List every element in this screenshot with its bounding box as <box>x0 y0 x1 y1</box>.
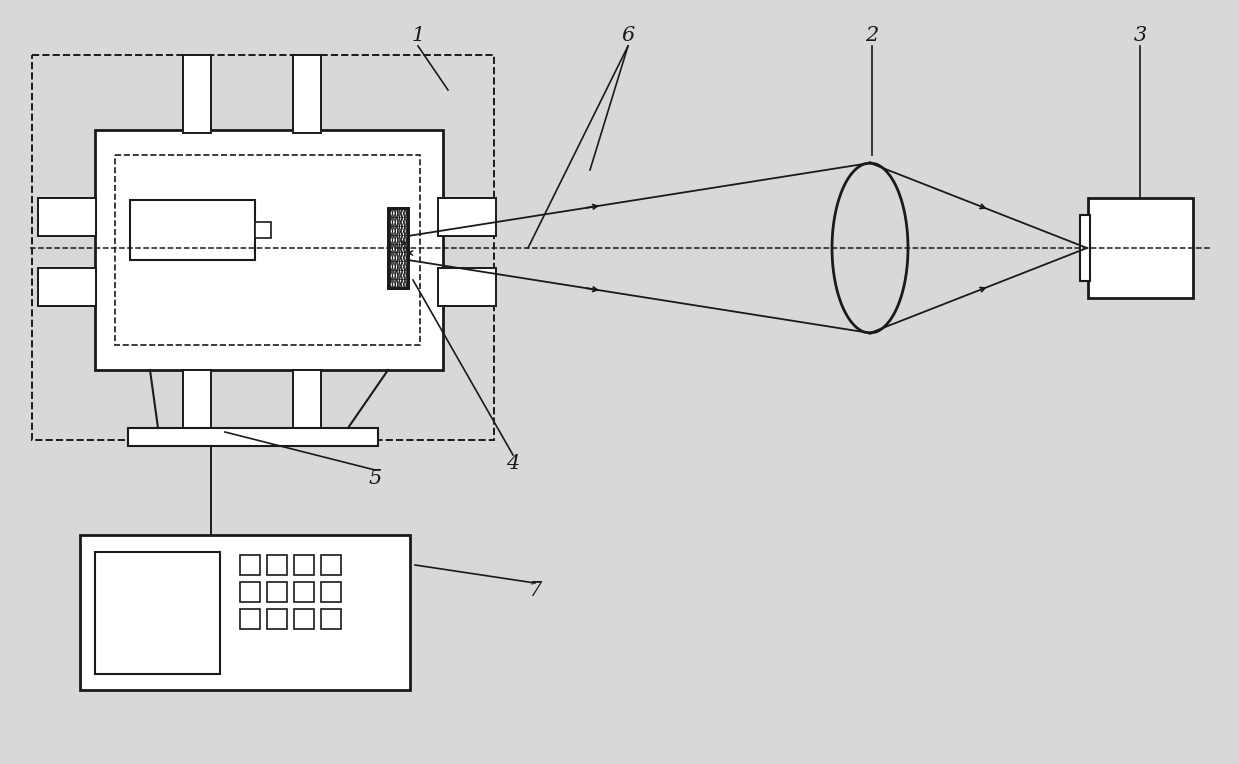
Bar <box>240 555 260 575</box>
Bar <box>183 55 211 133</box>
Bar <box>439 198 496 236</box>
Bar <box>115 155 420 345</box>
Text: 4: 4 <box>507 454 519 472</box>
Bar <box>292 370 321 442</box>
Text: 6: 6 <box>622 25 634 44</box>
Bar <box>292 55 321 133</box>
Text: 7: 7 <box>528 581 541 600</box>
Bar <box>388 208 408 288</box>
Bar <box>95 552 221 674</box>
Bar <box>388 208 408 288</box>
Bar <box>130 200 255 260</box>
Bar <box>1080 215 1090 281</box>
Bar <box>266 609 287 629</box>
Bar <box>240 582 260 602</box>
Bar <box>439 268 496 306</box>
Text: 1: 1 <box>411 25 425 44</box>
Bar <box>240 609 260 629</box>
Bar <box>294 555 313 575</box>
Bar <box>321 582 341 602</box>
Text: 3: 3 <box>1134 25 1146 44</box>
Bar <box>294 582 313 602</box>
Bar <box>38 268 95 306</box>
Bar <box>1088 198 1193 298</box>
Text: 5: 5 <box>368 468 382 487</box>
Bar <box>128 428 378 446</box>
Bar <box>95 130 444 370</box>
Bar <box>321 555 341 575</box>
Bar <box>294 609 313 629</box>
Bar <box>38 198 95 236</box>
Bar <box>81 535 410 690</box>
Bar <box>32 55 494 440</box>
Bar <box>183 370 211 442</box>
Bar <box>321 609 341 629</box>
Bar <box>266 555 287 575</box>
Bar <box>266 582 287 602</box>
Text: 2: 2 <box>865 25 878 44</box>
Bar <box>255 222 271 238</box>
